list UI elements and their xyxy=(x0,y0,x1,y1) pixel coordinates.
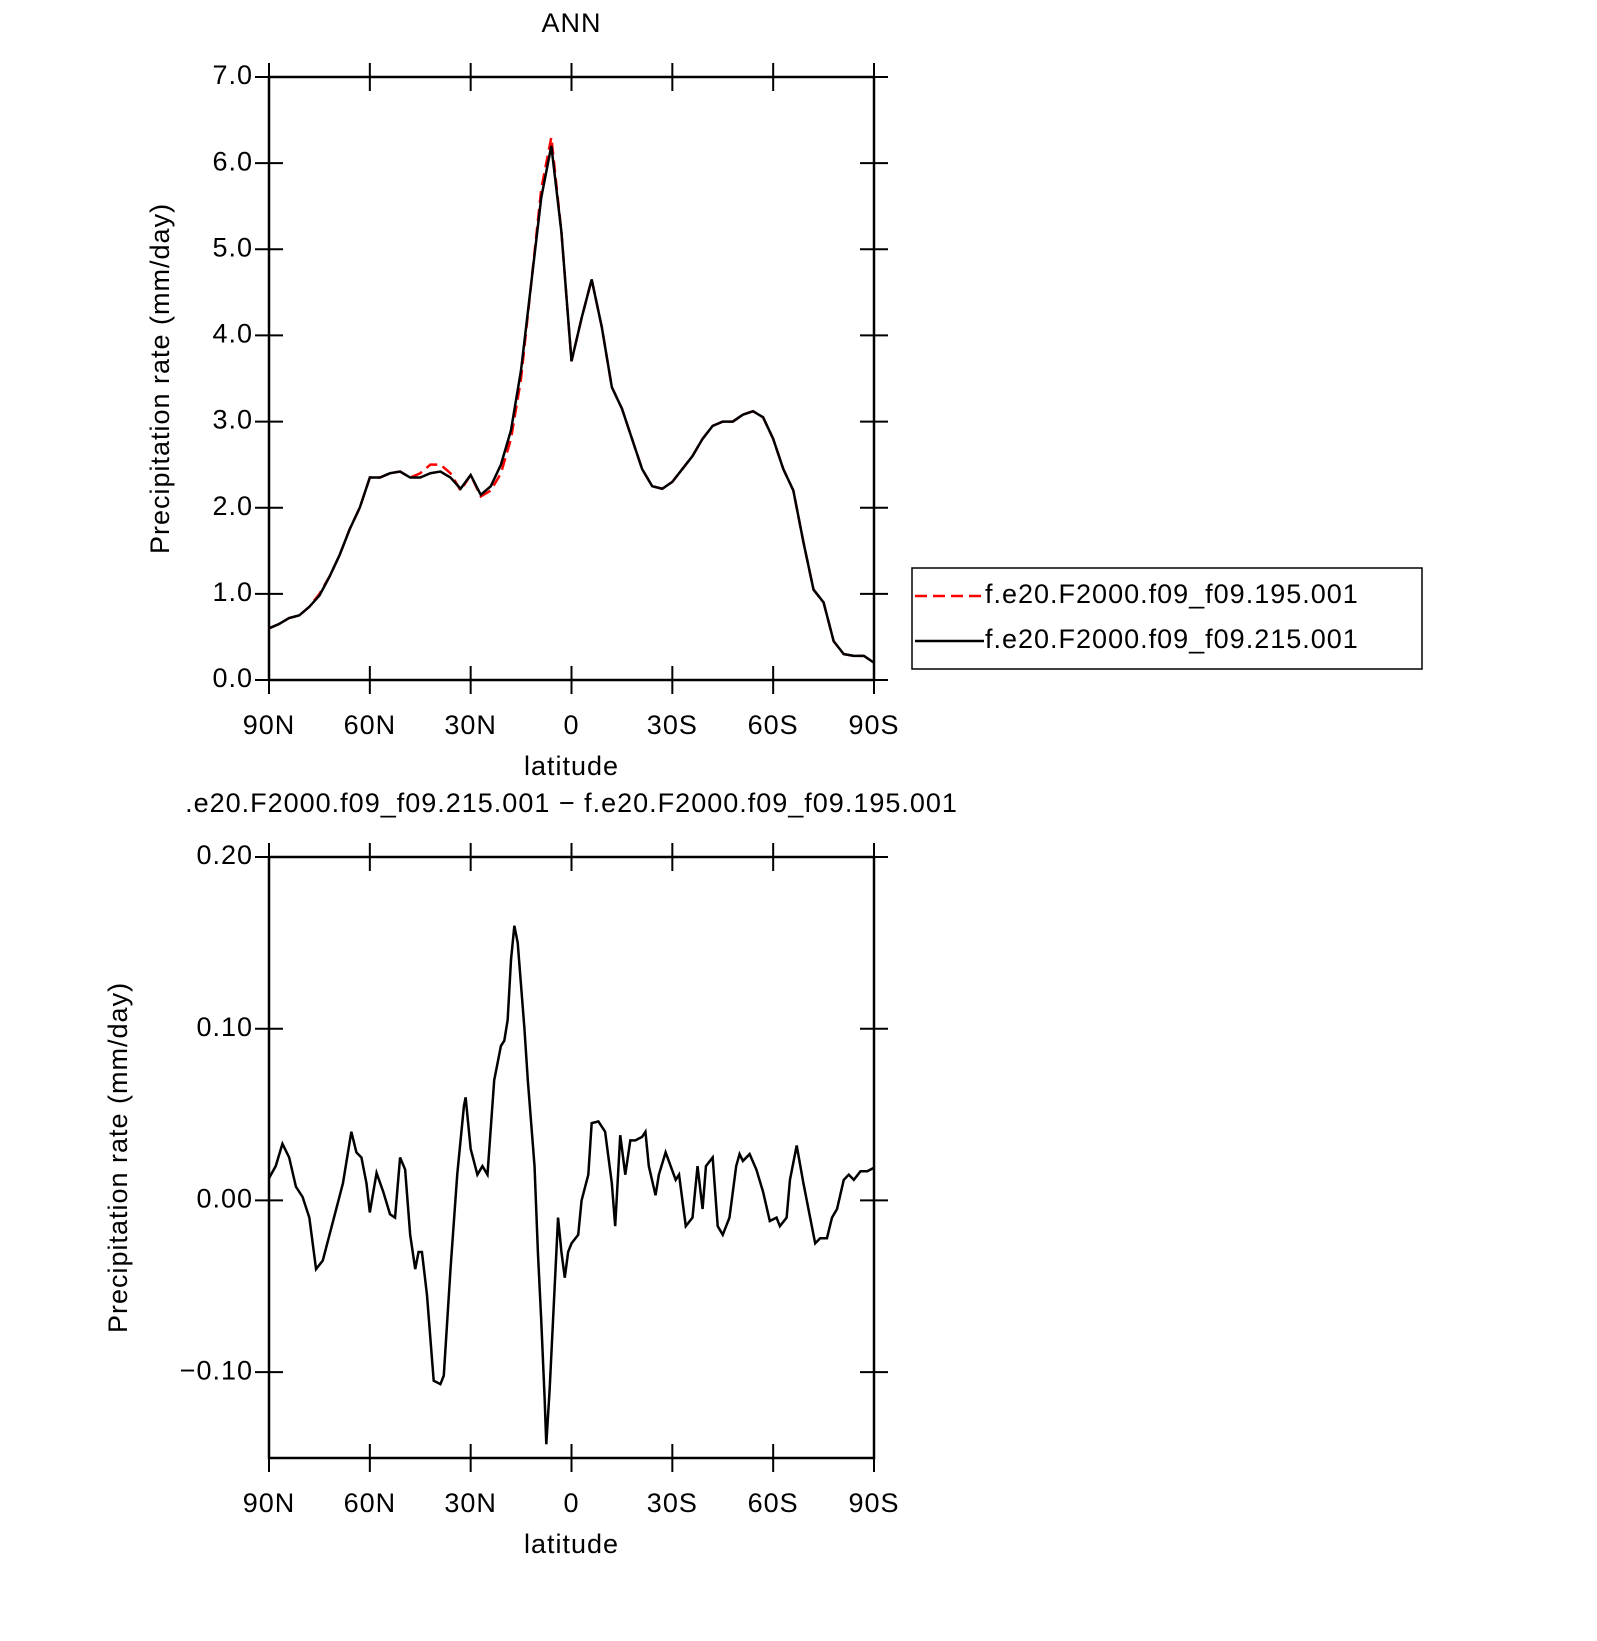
x-tick-label: 90S xyxy=(848,710,899,740)
y-tick-label: 0.20 xyxy=(196,840,253,870)
x-tick-label: 0 xyxy=(563,1488,579,1518)
x-tick-label: 0 xyxy=(563,710,579,740)
legend-label: f.e20.F2000.f09_f09.195.001 xyxy=(985,579,1359,609)
y-axis-label: Precipitation rate (mm/day) xyxy=(145,203,175,554)
y-tick-label: 2.0 xyxy=(212,491,253,521)
x-tick-label: 60N xyxy=(344,710,397,740)
y-tick-label: 4.0 xyxy=(212,319,253,349)
y-tick-label: −0.10 xyxy=(180,1355,253,1385)
y-tick-label: 0.0 xyxy=(212,663,253,693)
x-tick-label: 30S xyxy=(647,1488,698,1518)
y-tick-label: 1.0 xyxy=(212,577,253,607)
y-tick-label: 0.10 xyxy=(196,1012,253,1042)
y-tick-label: 3.0 xyxy=(212,405,253,435)
chart-title: ANN xyxy=(541,8,601,38)
x-tick-label: 90S xyxy=(848,1488,899,1518)
x-tick-label: 60N xyxy=(344,1488,397,1518)
x-tick-label: 60S xyxy=(748,710,799,740)
x-tick-label: 90N xyxy=(243,710,296,740)
x-axis-label: latitude xyxy=(524,751,619,781)
y-tick-label: 6.0 xyxy=(212,146,253,176)
y-tick-label: 7.0 xyxy=(212,60,253,90)
y-tick-label: 0.00 xyxy=(196,1184,253,1214)
x-axis-label: latitude xyxy=(524,1529,619,1559)
plot-frame xyxy=(267,75,876,682)
series-line xyxy=(268,137,875,664)
x-tick-label: 60S xyxy=(748,1488,799,1518)
series-line xyxy=(268,145,875,664)
chart-title: .e20.F2000.f09_f09.215.001 − f.e20.F2000… xyxy=(185,788,958,818)
series-line xyxy=(267,925,875,1445)
x-tick-label: 30N xyxy=(444,1488,497,1518)
y-tick-label: 5.0 xyxy=(212,232,253,262)
legend-label: f.e20.F2000.f09_f09.215.001 xyxy=(985,624,1359,654)
y-axis-label: Precipitation rate (mm/day) xyxy=(103,982,133,1333)
plot-frame xyxy=(267,855,876,1460)
x-tick-label: 30N xyxy=(444,710,497,740)
legend-box xyxy=(911,567,1423,670)
x-tick-label: 90N xyxy=(243,1488,296,1518)
x-tick-label: 30S xyxy=(647,710,698,740)
